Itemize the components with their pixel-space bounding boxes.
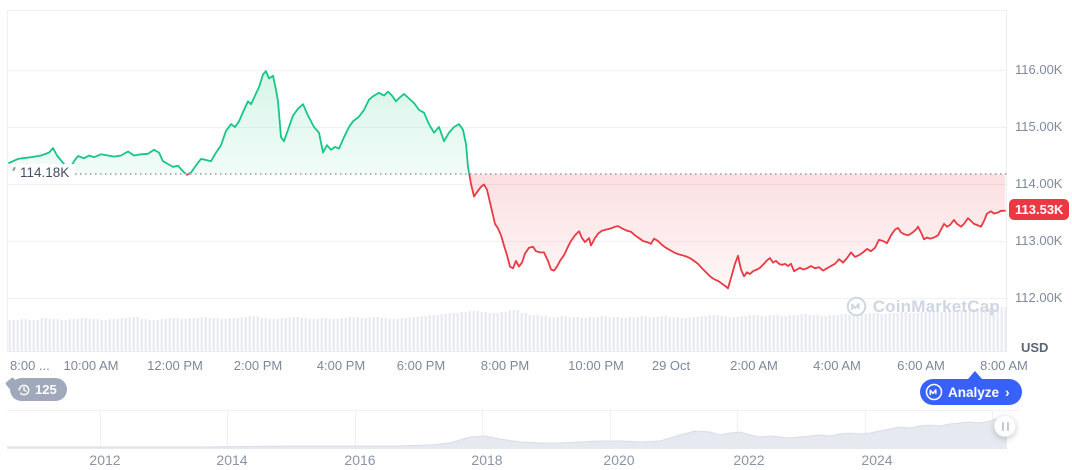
main-chart-panel[interactable]: 114.18K CoinMarketCap (7, 10, 1008, 353)
x-axis-tick: 10:00 PM (568, 358, 624, 373)
year-gridline (610, 411, 611, 449)
year-gridline (865, 411, 866, 449)
time-axis: 8:00 ... 10:00 AM 12:00 PM 2:00 PM 4:00 PM 6:… (0, 358, 1072, 376)
year-label: 2022 (733, 452, 765, 468)
year-label: 2018 (471, 452, 503, 468)
open-price-label: 114.18K (8, 163, 76, 181)
x-axis-tick: 6:00 PM (396, 358, 446, 373)
y-gridline (8, 298, 1006, 299)
analyze-label: Analyze (948, 384, 1000, 400)
history-count: 125 (35, 382, 57, 397)
open-price-dotted-line (70, 172, 1008, 175)
year-label: 2014 (216, 452, 248, 468)
coinmarketcap-logo-icon (925, 383, 943, 401)
year-label: 2016 (344, 452, 376, 468)
x-axis-tick: 12:00 PM (147, 358, 203, 373)
callout-pointer (968, 371, 982, 379)
price-area-chart[interactable] (8, 11, 1008, 353)
coinmarketcap-logo-icon (846, 296, 866, 317)
year-label: 2020 (603, 452, 635, 468)
x-axis-tick: 10:00 AM (63, 358, 119, 373)
y-axis-tick: 116.00K (1015, 61, 1063, 77)
x-axis-tick: 2:00 AM (730, 358, 778, 373)
timeline-minimap[interactable] (7, 410, 1019, 449)
analyze-button[interactable]: Analyze › (920, 379, 1022, 405)
x-axis-tick: 2:00 PM (233, 358, 283, 373)
history-clock-icon (18, 384, 30, 395)
handle-grip-bar (1006, 421, 1009, 431)
y-axis-tick: 114.00K (1015, 175, 1063, 191)
y-gridline (8, 70, 1006, 71)
analyze-callout: Analyze › (920, 371, 1022, 405)
year-gridline (482, 411, 483, 449)
open-price-value: 114.18K (20, 164, 70, 180)
y-gridline (8, 127, 1006, 128)
open-price-tick-icon (12, 166, 16, 171)
x-axis-tick: 4:00 AM (813, 358, 861, 373)
y-axis-tick: 112.00K (1015, 289, 1063, 305)
year-gridline (355, 411, 356, 449)
x-axis-tick: 8:00 PM (480, 358, 530, 373)
history-area-chart (7, 417, 1008, 449)
price-axis: 113.53K USD 116.00K 115.00K 114.00K 113.00K… (1007, 10, 1072, 355)
x-axis-tick: 8:00 ... (10, 358, 50, 373)
coinmarketcap-watermark: CoinMarketCap (846, 296, 1000, 317)
current-price-badge: 113.53K (1009, 199, 1070, 221)
history-count-badge[interactable]: 125 (10, 378, 67, 401)
x-axis-tick: 8:00 AM (980, 358, 1028, 373)
chevron-right-icon: › (1005, 384, 1010, 400)
currency-label: USD (1021, 340, 1049, 355)
x-axis-tick: 29 Oct (651, 358, 691, 373)
year-label: 2024 (861, 452, 893, 468)
year-gridline (227, 411, 228, 449)
year-gridline (737, 411, 738, 449)
range-slider-handle[interactable] (994, 415, 1016, 437)
x-axis-tick: 6:00 AM (897, 358, 945, 373)
year-axis: 2012 2014 2016 2018 2020 2022 2024 (7, 452, 1019, 468)
x-axis-tick: 4:00 PM (316, 358, 366, 373)
watermark-text: CoinMarketCap (872, 296, 1000, 316)
y-axis-tick: 113.00K (1015, 232, 1063, 248)
y-axis-tick: 115.00K (1015, 118, 1063, 134)
year-label: 2012 (89, 452, 121, 468)
year-gridline (100, 411, 101, 449)
handle-grip-bar (1001, 421, 1004, 431)
